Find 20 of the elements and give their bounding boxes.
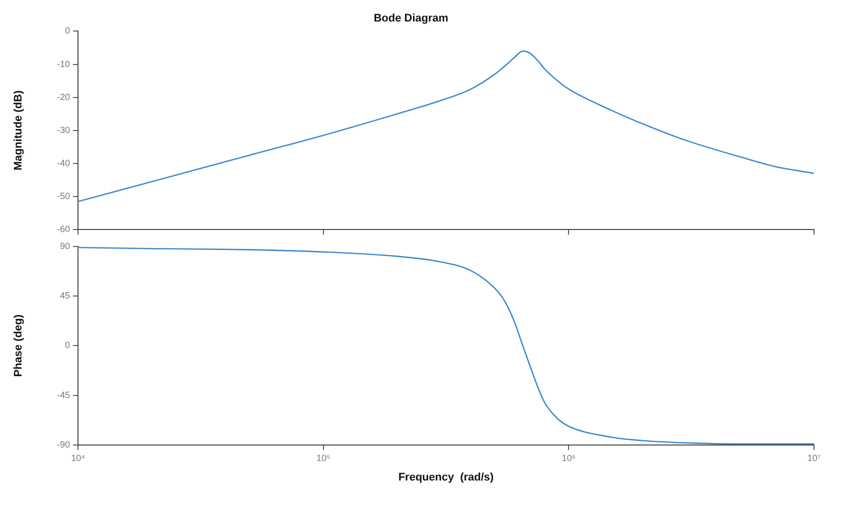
- y-tick-label: -30: [56, 124, 70, 135]
- y-tick-label: 0: [64, 340, 70, 350]
- y-tick-label: 90: [60, 240, 70, 251]
- y-axis-title: Phase (deg): [12, 314, 25, 377]
- y-tick-label: -45: [56, 390, 70, 400]
- y-tick-label: -90: [56, 439, 70, 450]
- x-axis-title: Frequency (rad/s): [398, 471, 494, 484]
- y-tick-label: 0: [64, 26, 70, 36]
- x-tick-label: 10⁴: [71, 452, 86, 463]
- y-tick-label: -20: [56, 92, 70, 102]
- x-tick-label: 10⁶: [562, 452, 576, 463]
- y-tick-label: -10: [56, 58, 70, 69]
- x-tick-label: 10⁷: [807, 452, 821, 463]
- chart-title: Bode Diagram: [374, 12, 448, 25]
- x-tick-label: 10⁵: [316, 452, 330, 463]
- y-axis-title: Magnitude (dB): [12, 90, 25, 170]
- y-tick-label: 45: [60, 290, 70, 301]
- y-tick-label: -60: [56, 224, 70, 234]
- y-tick-label: -40: [56, 158, 70, 168]
- y-tick-label: -50: [56, 191, 70, 202]
